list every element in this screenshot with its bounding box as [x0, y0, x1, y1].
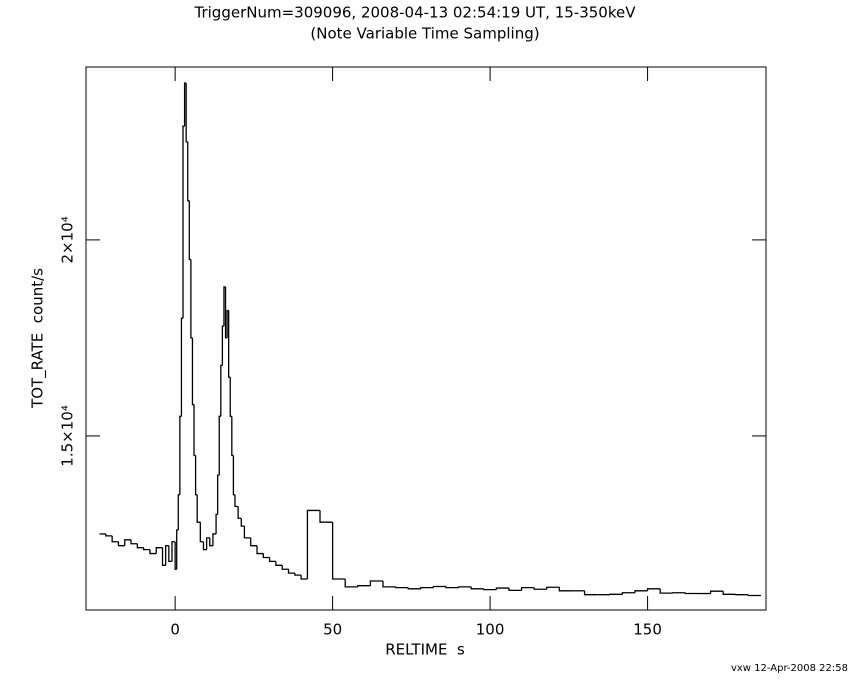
x-tick-label: 100 — [476, 621, 505, 639]
step — [722, 591, 736, 595]
step — [281, 565, 289, 570]
step — [344, 579, 358, 588]
step — [232, 455, 235, 496]
step — [165, 545, 169, 566]
step — [161, 547, 166, 566]
step — [224, 286, 228, 339]
step — [223, 286, 226, 327]
step — [149, 549, 157, 555]
step — [558, 587, 572, 592]
step — [709, 590, 724, 594]
step — [117, 541, 125, 547]
step — [190, 259, 193, 339]
step — [250, 537, 258, 547]
step — [185, 83, 188, 143]
step — [215, 513, 218, 534]
step — [217, 474, 220, 515]
step — [747, 594, 761, 597]
step — [420, 587, 434, 589]
step — [229, 377, 232, 417]
step — [142, 547, 150, 551]
x-tick-label: 50 — [323, 621, 342, 639]
step — [188, 200, 191, 261]
step — [262, 553, 270, 559]
step — [483, 588, 497, 591]
step — [228, 310, 231, 378]
chart-subtitle: (Note Variable Time Sampling) — [310, 25, 539, 43]
step — [508, 588, 522, 592]
step — [357, 585, 371, 587]
step — [212, 533, 217, 546]
y-axis-label: TOT_RATE count/s — [29, 268, 48, 409]
step — [520, 587, 535, 591]
step — [111, 535, 119, 543]
step — [432, 585, 446, 588]
footer: vxw 12-Apr-2008 22:58 — [731, 663, 848, 674]
step — [237, 506, 242, 519]
step — [218, 415, 221, 476]
step — [221, 325, 224, 366]
plot-frame — [85, 66, 767, 611]
step — [457, 586, 472, 588]
step — [294, 573, 302, 576]
step — [445, 586, 459, 589]
step — [202, 541, 207, 551]
x-tick-label: 0 — [170, 621, 180, 639]
step — [136, 543, 144, 549]
step — [546, 586, 560, 590]
step — [369, 580, 384, 586]
step — [171, 541, 176, 562]
step — [234, 494, 239, 508]
step — [196, 494, 201, 523]
step — [209, 537, 213, 547]
step — [193, 404, 196, 457]
step — [187, 141, 190, 202]
x-axis-label: RELTIME s — [385, 641, 465, 659]
step — [220, 364, 223, 417]
step — [180, 317, 184, 417]
step — [124, 539, 132, 546]
step — [684, 592, 698, 595]
step — [382, 580, 396, 588]
step — [182, 125, 185, 319]
step — [155, 547, 163, 554]
step — [243, 526, 251, 539]
step — [275, 561, 283, 566]
step — [199, 522, 204, 543]
step — [659, 588, 673, 594]
step — [331, 522, 346, 580]
step — [394, 586, 409, 589]
step — [407, 587, 421, 590]
step — [495, 587, 509, 590]
step — [646, 588, 661, 591]
step — [179, 415, 182, 495]
step — [306, 509, 321, 580]
step — [268, 557, 276, 563]
step — [130, 539, 138, 545]
step — [177, 494, 180, 531]
step — [176, 529, 179, 570]
step — [240, 518, 245, 527]
step — [256, 545, 264, 555]
step — [231, 416, 234, 457]
step — [583, 590, 598, 596]
step — [533, 587, 547, 590]
y-tick-label: 2×10⁴ — [59, 216, 77, 263]
step — [634, 590, 648, 593]
step — [105, 533, 113, 537]
step — [194, 455, 198, 496]
step — [300, 575, 308, 580]
y-tick-label: 1.5×10⁴ — [59, 405, 77, 467]
step — [287, 569, 295, 574]
step — [470, 586, 484, 590]
step — [319, 510, 333, 523]
step — [205, 537, 210, 550]
x-tick-label: 150 — [633, 621, 662, 639]
step — [191, 337, 195, 406]
step — [168, 545, 172, 563]
step — [621, 592, 635, 595]
chart-title: TriggerNum=309096, 2008-04-13 02:54:19 U… — [194, 4, 637, 22]
